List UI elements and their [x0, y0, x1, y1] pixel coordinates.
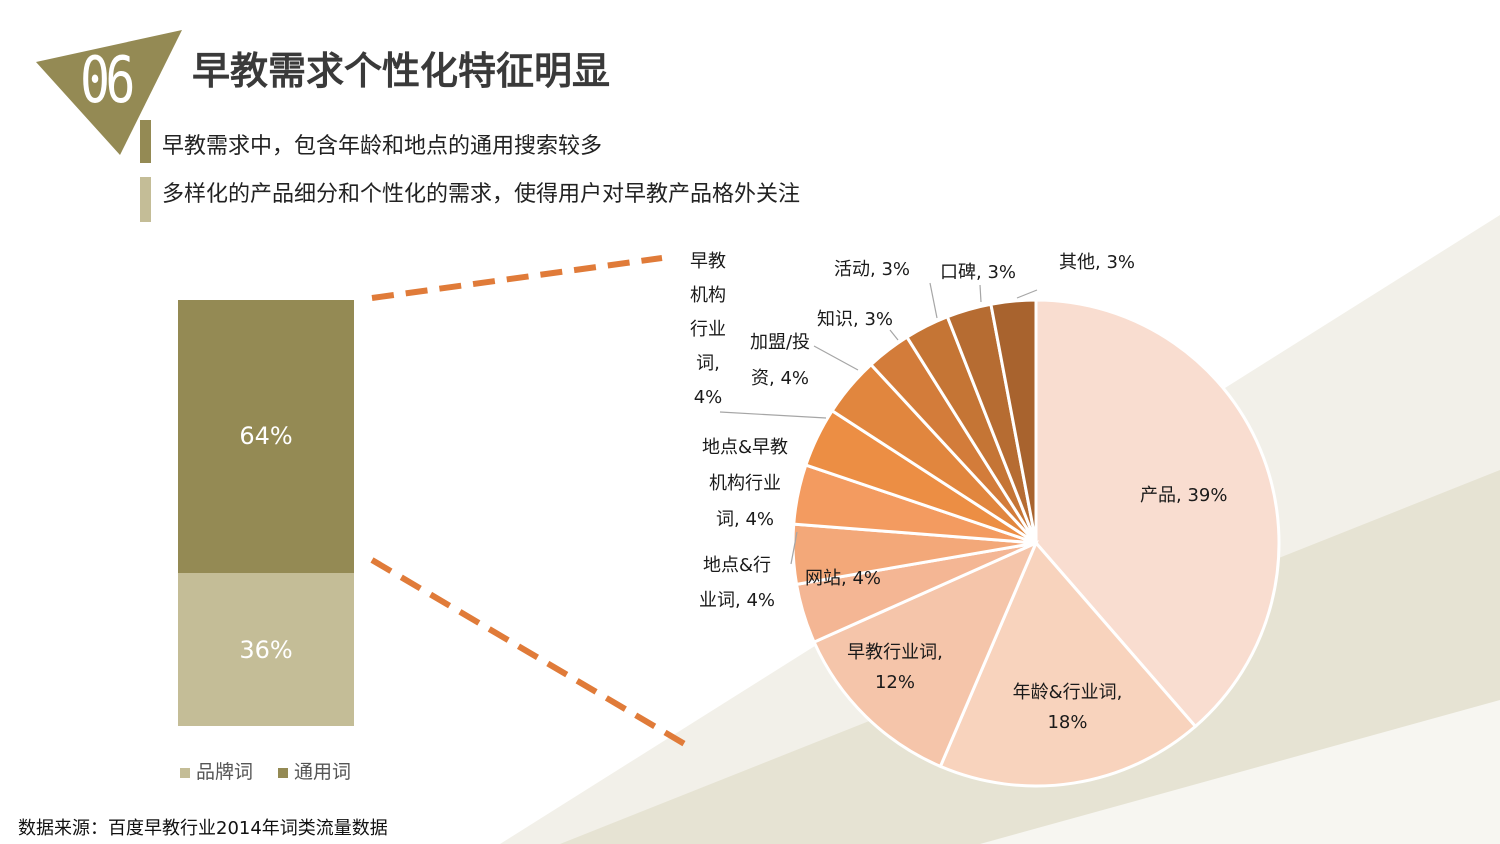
- connector-line-bottom: [370, 557, 690, 749]
- legend-swatch-brand: [180, 767, 190, 778]
- pie-label-knowledge: 知识, 3%: [817, 309, 893, 330]
- bar-label-brand: 36%: [239, 636, 293, 664]
- legend-item-brand: 品牌词: [180, 757, 253, 784]
- bar-label-generic: 64%: [239, 422, 293, 450]
- pie-slice-3: [812, 540, 1039, 769]
- bullet-text-2: 多样化的产品细分和个性化的需求，使得用户对早教产品格外关注: [162, 182, 801, 207]
- bar-segment-generic: [178, 300, 354, 573]
- data-source-note: 数据来源：百度早教行业2014年词类流量数据: [18, 818, 388, 839]
- bullet-marker-2: [140, 177, 151, 222]
- leader-line-reputation: [979, 284, 982, 303]
- pie-slice-1: [1034, 298, 1281, 729]
- pie-label-website: 网站, 4%: [805, 568, 881, 589]
- pie-label-product: 产品, 39%: [1140, 485, 1228, 506]
- pie-label-activity: 活动, 3%: [834, 259, 910, 280]
- leader-line-org-industry: [719, 411, 827, 419]
- leader-line-franchise: [813, 345, 859, 371]
- legend-swatch-generic: [278, 767, 288, 778]
- bar-segment-brand: [178, 573, 354, 726]
- legend-item-generic: 通用词: [278, 757, 351, 784]
- pie-label-location-org-industry: 地点&早教 机构行业 词, 4%: [701, 437, 789, 530]
- pie-label-franchise: 加盟/投 资, 4%: [749, 332, 811, 389]
- pie-slice-12: [989, 298, 1038, 544]
- leader-line-knowledge: [889, 329, 899, 341]
- section-number: 06: [80, 44, 135, 118]
- bullet-marker-1: [140, 120, 151, 163]
- leader-line-other: [1016, 289, 1038, 299]
- pie-label-age-industry: 年龄&行业词, 18%: [1012, 682, 1123, 733]
- pie-label-location-industry: 地点&行 业词, 4%: [699, 555, 775, 611]
- bullet-text-1: 早教需求中，包含年龄和地点的通用搜索较多: [162, 134, 603, 159]
- legend-label-brand: 品牌词: [196, 761, 254, 783]
- page-title: 早教需求个性化特征明显: [192, 49, 611, 93]
- connector-line-top: [371, 255, 663, 301]
- pie-slice-2: [938, 540, 1198, 788]
- pie-label-other: 其他, 3%: [1059, 252, 1135, 273]
- pie-label-org-industry: 早教 机构 行业 词, 4%: [690, 251, 726, 408]
- legend-label-generic: 通用词: [294, 761, 352, 783]
- leader-line-location-industry: [790, 531, 798, 565]
- leader-line-activity: [929, 282, 938, 319]
- pie-label-early-edu-industry: 早教行业词, 12%: [847, 642, 943, 693]
- pie-label-reputation: 口碑, 3%: [940, 262, 1016, 283]
- section-badge-shape: [36, 30, 182, 155]
